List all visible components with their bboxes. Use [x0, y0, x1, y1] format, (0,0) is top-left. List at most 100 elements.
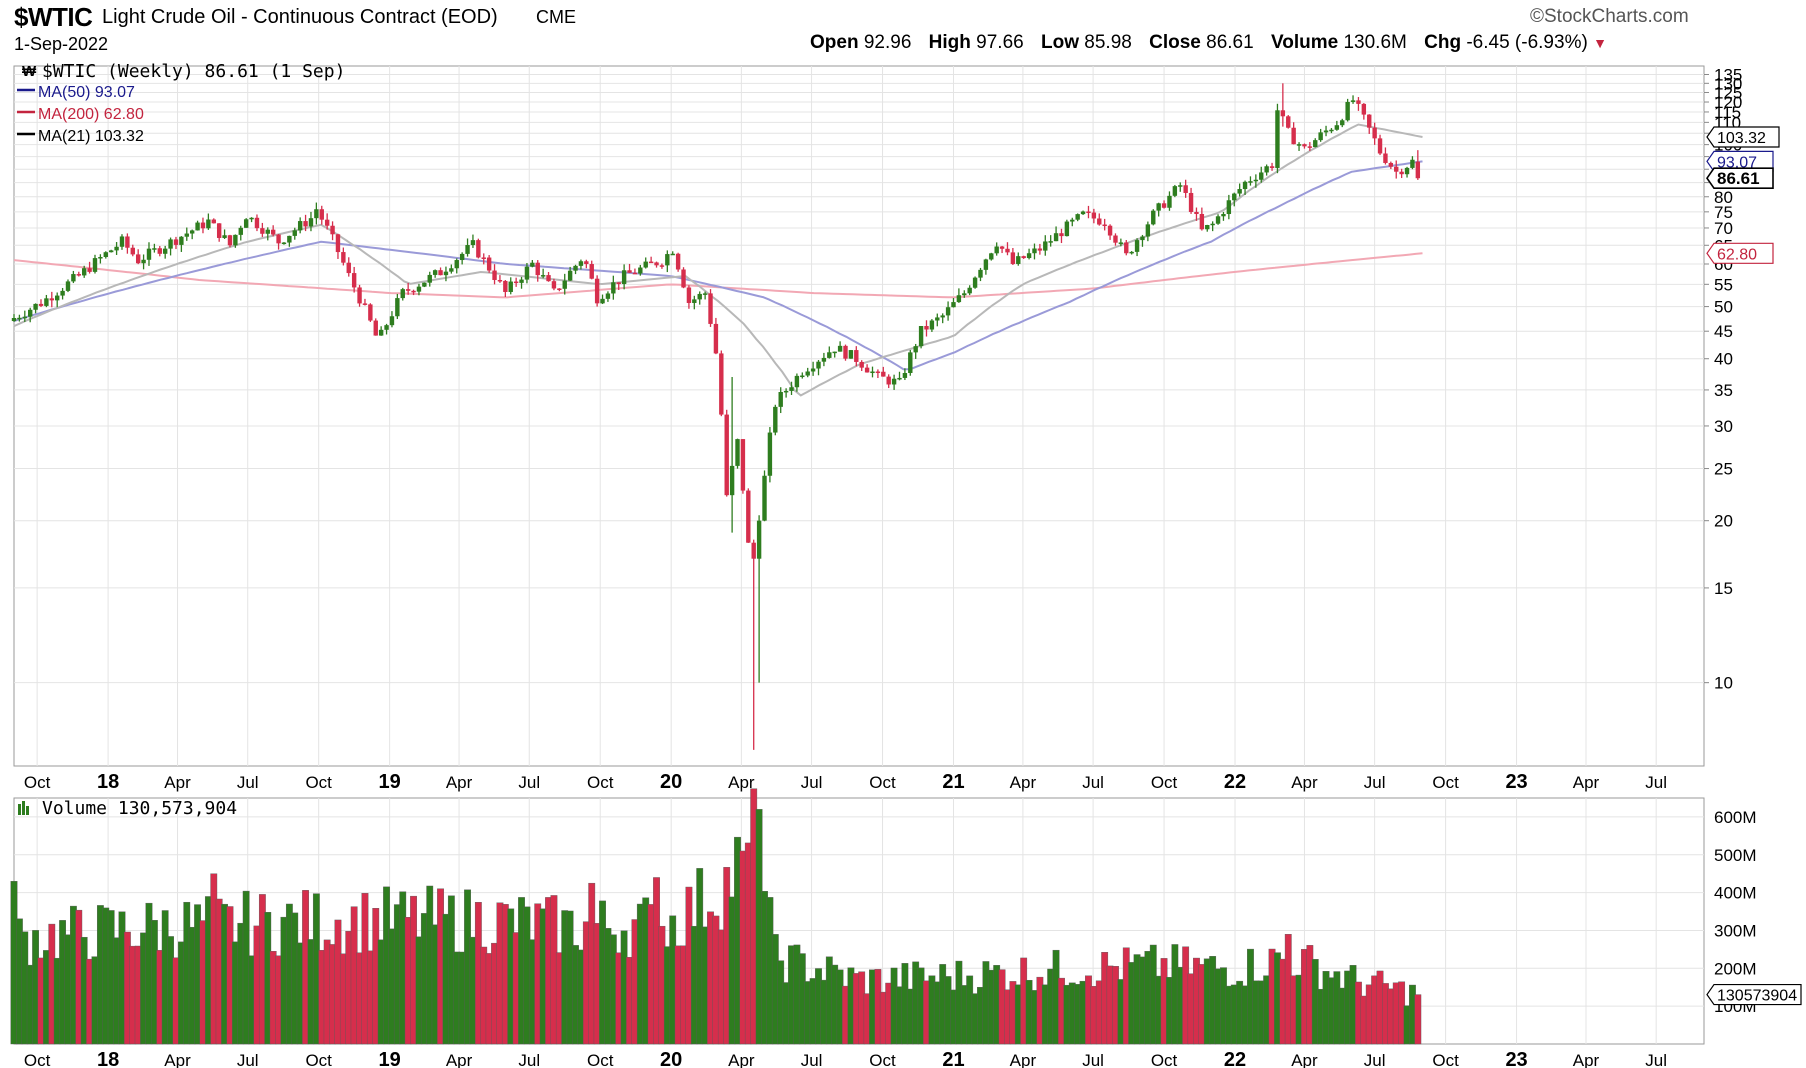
- candle-body: [1291, 127, 1296, 145]
- candle-body: [632, 272, 638, 275]
- candle-body: [675, 253, 681, 270]
- candle-body: [1248, 181, 1253, 183]
- candle-body: [1367, 114, 1372, 128]
- candle-body: [751, 542, 756, 559]
- candle-body: [1080, 211, 1086, 215]
- candle-body: [638, 267, 643, 274]
- candle-body: [108, 250, 114, 253]
- candle-body: [1183, 185, 1188, 193]
- candle-body: [1151, 210, 1156, 225]
- candle-body: [773, 406, 778, 433]
- price-y-tick-label: 40: [1714, 350, 1733, 369]
- candle-body: [897, 377, 902, 380]
- price-x-tick-label: Jul: [518, 773, 540, 792]
- price-legend: ₩ $WTIC (Weekly) 86.61 (1 Sep) MA(50) 93…: [17, 61, 345, 145]
- price-candles: [11, 83, 1421, 750]
- candle-body: [1043, 241, 1048, 251]
- volume-x-tick-label: Jul: [1645, 1051, 1667, 1068]
- candle-body: [17, 317, 22, 320]
- candle-body: [324, 219, 330, 226]
- candle-body: [989, 253, 994, 260]
- candle-body: [881, 371, 886, 377]
- candle-body: [1253, 179, 1259, 182]
- candle-body: [1070, 219, 1075, 222]
- volume-y-tick-label: 200M: [1714, 959, 1757, 978]
- brand-watermark[interactable]: ©StockCharts.com: [1530, 6, 1689, 27]
- candle-body: [1199, 213, 1205, 230]
- candle-body: [389, 316, 395, 326]
- candle-body: [1221, 214, 1226, 217]
- candle-body: [578, 261, 584, 266]
- price-x-tick-label: Jul: [1645, 773, 1667, 792]
- candle-body: [378, 329, 384, 336]
- volume-x-tick-label: Oct: [305, 1051, 332, 1068]
- candle-body: [621, 270, 627, 285]
- candle-body: [935, 317, 940, 321]
- candle-body: [1302, 144, 1307, 147]
- candle-body: [1010, 252, 1016, 264]
- candle-body: [1394, 166, 1399, 172]
- price-x-tick-label: Jul: [801, 773, 823, 792]
- close-axis-tag-text: 86.61: [1717, 169, 1760, 188]
- candle-body: [1323, 130, 1329, 133]
- candle-body: [233, 234, 238, 246]
- candle-body: [1053, 233, 1059, 242]
- candle-body: [238, 227, 243, 235]
- candle-body: [584, 261, 589, 265]
- candle-body: [1032, 248, 1037, 254]
- candle-body: [1415, 161, 1421, 179]
- candle-body: [1086, 211, 1091, 214]
- candle-body: [330, 225, 335, 235]
- price-plot-frame: [13, 65, 1705, 767]
- price-x-tick-label: Oct: [587, 773, 614, 792]
- candle-body: [216, 223, 222, 238]
- candle-body: [891, 378, 897, 385]
- candle-body: [173, 239, 179, 245]
- price-x-tick-label: Oct: [305, 773, 332, 792]
- volume-x-tick-label: Oct: [24, 1051, 51, 1068]
- candle-body: [951, 302, 956, 308]
- volume-label: Volume: [1270, 32, 1339, 53]
- close-value: 86.61: [1206, 32, 1254, 53]
- candle-body: [44, 298, 49, 306]
- price-x-tick-label: Jul: [1364, 773, 1386, 792]
- chart-date: 1-Sep-2022: [14, 34, 109, 54]
- candle-body: [1296, 144, 1302, 146]
- candle-body: [1356, 100, 1361, 104]
- candle-body: [740, 439, 746, 491]
- candle-body: [1048, 241, 1053, 243]
- candle-body: [281, 242, 287, 245]
- candle-body: [438, 270, 443, 276]
- candle-body: [692, 299, 697, 303]
- change-label: Chg: [1424, 32, 1462, 53]
- down-triangle-icon: ▼: [1593, 35, 1607, 51]
- candle-body: [1329, 129, 1334, 132]
- candle-body: [902, 373, 908, 378]
- price-y-tick-label: 130: [1714, 74, 1742, 93]
- candle-body: [1016, 256, 1021, 264]
- candle-body: [54, 295, 60, 301]
- candle-body: [135, 254, 141, 264]
- candle-body: [1404, 167, 1410, 175]
- chart-header: $WTIC Light Crude Oil - Continuous Contr…: [0, 0, 1806, 66]
- candle-body: [287, 235, 292, 243]
- candle-body: [1372, 127, 1377, 139]
- candle-body: [816, 361, 821, 369]
- candle-body: [1075, 214, 1080, 220]
- candle-body: [875, 371, 881, 374]
- volume-x-tick-label: Apr: [728, 1051, 755, 1068]
- candle-body: [1205, 225, 1210, 230]
- price-x-tick-label: Apr: [446, 773, 473, 792]
- price-x-tick-label: Oct: [869, 773, 896, 792]
- candle-body: [1129, 251, 1134, 254]
- candle-body: [697, 293, 702, 300]
- candle-body: [1140, 236, 1145, 241]
- volume-y-tick-label: 500M: [1714, 846, 1757, 865]
- candle-body: [810, 368, 816, 372]
- candle-body: [1275, 110, 1280, 168]
- candle-body: [1242, 181, 1248, 190]
- candle-body: [551, 281, 557, 289]
- ma21-axis-tag-text: 103.32: [1717, 130, 1766, 147]
- candle-body: [643, 261, 648, 268]
